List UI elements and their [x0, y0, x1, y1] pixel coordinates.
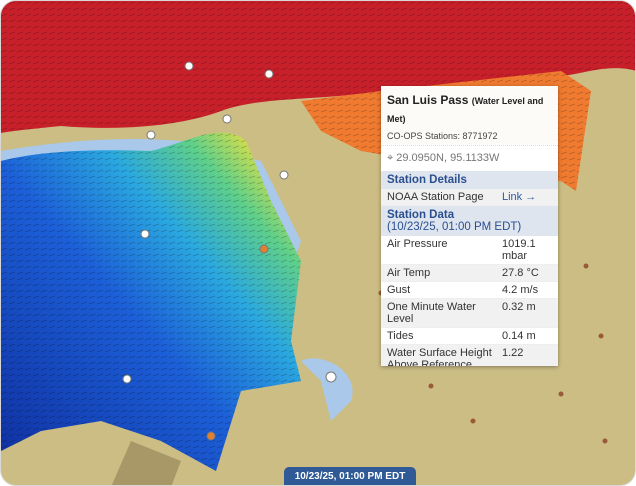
station-marker [264, 69, 274, 79]
data-row: Tides 0.14 m [381, 328, 558, 345]
station-marker [325, 371, 337, 383]
station-markers [122, 61, 337, 441]
station-id: CO-OPS Stations: 8771972 [387, 131, 498, 141]
station-marker [140, 229, 150, 239]
station-details-header: Station Details [381, 171, 558, 189]
station-marker [222, 114, 232, 124]
time-display[interactable]: 10/23/25, 01:00 PM EDT [284, 467, 416, 485]
station-popup: San Luis Pass (Water Level and Met) CO-O… [381, 86, 558, 366]
station-marker [259, 244, 269, 254]
station-marker [146, 130, 156, 140]
station-data-header: Station Data (10/23/25, 01:00 PM EDT) [381, 206, 558, 236]
data-row: Air Pressure 1019.1 mbar [381, 236, 558, 265]
station-marker [184, 61, 194, 71]
noaa-row: NOAA Station Page Link → [381, 189, 558, 206]
station-title: San Luis Pass (Water Level and Met) [387, 93, 544, 124]
data-row: One Minute Water Level 0.32 m [381, 299, 558, 328]
station-marker [279, 170, 289, 180]
station-coordinates: ⌖ 29.0950N, 95.1133W [381, 145, 558, 171]
station-marker [206, 431, 216, 441]
station-marker [122, 374, 132, 384]
data-row: Water Surface Height Above Reference 1.22 [381, 345, 558, 366]
crosshair-icon: ⌖ [387, 152, 394, 164]
noaa-station-link[interactable]: Link → [502, 191, 537, 203]
data-row: Air Temp 27.8 °C [381, 265, 558, 282]
data-row: Gust 4.2 m/s [381, 282, 558, 299]
